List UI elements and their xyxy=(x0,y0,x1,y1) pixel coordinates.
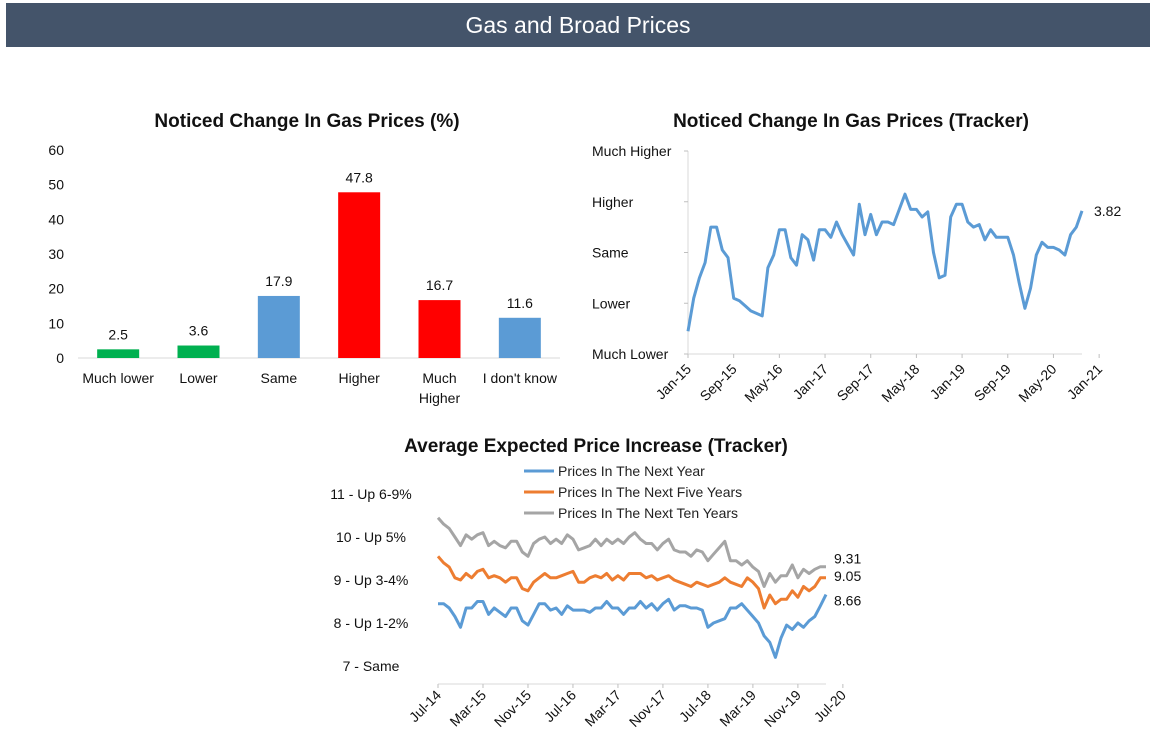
exp-y-tick-label: 9 - Up 3-4% xyxy=(334,572,409,588)
tracker-y-tick-label: Higher xyxy=(592,194,634,210)
bar-y-tick-label: 40 xyxy=(48,211,64,227)
legend-label: Prices In The Next Five Years xyxy=(558,484,742,500)
bar-y-tick-label: 60 xyxy=(48,142,64,158)
bar-y-tick-label: 0 xyxy=(56,350,64,366)
exp-y-tick-label: 8 - Up 1-2% xyxy=(334,615,409,631)
bar-category-label: Much Higher xyxy=(419,370,461,406)
exp-end-label: 9.05 xyxy=(834,568,861,584)
expectation-line-chart: Average Expected Price Increase (Tracker… xyxy=(330,436,861,730)
exp-series-line xyxy=(438,593,828,659)
bar-chart: Noticed Change In Gas Prices (%) 0 10 20 30… xyxy=(48,111,560,406)
bar-value-label: 17.9 xyxy=(265,273,292,289)
exp-y-tick-label: 7 - Same xyxy=(343,658,400,674)
bar-category-label: Lower xyxy=(179,370,217,386)
bar-value-label: 3.6 xyxy=(189,323,209,339)
tracker-x-tick-label: May-20 xyxy=(1015,361,1059,405)
tracker-y-tick-label: Much Lower xyxy=(592,346,669,362)
tracker-x-tick-label: Sep-17 xyxy=(834,361,877,404)
tracker-x-tick-label: May-16 xyxy=(741,361,785,405)
tracker-chart-title: Noticed Change In Gas Prices (Tracker) xyxy=(673,111,1029,132)
tracker-y-tick-label: Same xyxy=(592,245,629,261)
exp-x-tick-label: Mar-15 xyxy=(446,687,489,730)
bar-chart-title: Noticed Change In Gas Prices (%) xyxy=(154,111,459,132)
bar-value-label: 2.5 xyxy=(108,326,128,342)
bar-y-tick-label: 50 xyxy=(48,177,64,193)
bar-value-label: 16.7 xyxy=(426,277,453,293)
page-header: Gas and Broad Prices xyxy=(6,3,1150,47)
bar xyxy=(418,300,461,358)
tracker-x-tick-label: Jan-15 xyxy=(653,361,695,403)
tracker-x-tick-label: Jan-21 xyxy=(1064,361,1106,403)
exp-x-tick-label: Jul-14 xyxy=(406,687,444,725)
tracker-line-chart: Noticed Change In Gas Prices (Tracker) M… xyxy=(592,111,1121,405)
expectation-chart-title: Average Expected Price Increase (Tracker… xyxy=(404,436,788,457)
exp-x-tick-label: Jul-16 xyxy=(541,687,579,725)
exp-end-label: 9.31 xyxy=(834,551,861,567)
bar xyxy=(97,349,140,358)
exp-x-tick-label: Nov-19 xyxy=(761,687,804,730)
tracker-series-line xyxy=(686,192,1084,332)
bar-y-tick-label: 20 xyxy=(48,281,64,297)
tracker-x-tick-label: Sep-19 xyxy=(971,361,1014,404)
bar-y-tick-label: 30 xyxy=(48,246,64,262)
tracker-y-tick-label: Much Higher xyxy=(592,143,672,159)
tracker-x-tick-label: Sep-15 xyxy=(697,361,740,404)
bar-value-label: 11.6 xyxy=(507,295,533,311)
bar-y-tick-label: 10 xyxy=(48,315,64,331)
tracker-x-tick-label: Jan-17 xyxy=(790,361,832,403)
exp-end-label: 8.66 xyxy=(834,593,861,609)
exp-x-tick-label: Mar-19 xyxy=(716,687,759,730)
exp-y-tick-label: 11 - Up 6-9% xyxy=(330,486,411,502)
bar xyxy=(177,345,220,358)
exp-x-tick-label: Jul-18 xyxy=(676,687,714,725)
exp-series-line xyxy=(436,555,826,610)
exp-y-tick-label: 10 - Up 5% xyxy=(336,529,406,545)
tracker-x-tick-label: May-18 xyxy=(878,361,922,405)
legend-label: Prices In The Next Year xyxy=(558,463,705,479)
bar-category-label: Same xyxy=(261,370,298,386)
tracker-y-tick-label: Lower xyxy=(592,295,630,311)
tracker-end-label: 3.82 xyxy=(1094,203,1121,219)
legend-label: Prices In The Next Ten Years xyxy=(558,505,738,521)
bar-category-label: Much lower xyxy=(82,370,154,386)
exp-x-tick-label: Nov-17 xyxy=(626,687,669,730)
page-title: Gas and Broad Prices xyxy=(465,12,691,38)
bar-value-label: 47.8 xyxy=(346,169,373,185)
exp-x-tick-label: Mar-17 xyxy=(581,687,624,730)
exp-series-line xyxy=(436,516,826,588)
tracker-x-tick-label: Jan-19 xyxy=(927,361,969,403)
bar xyxy=(498,317,541,358)
bar-category-label: I don't know xyxy=(483,370,558,386)
bar xyxy=(338,192,381,358)
exp-x-tick-label: Nov-15 xyxy=(491,687,534,730)
exp-x-tick-label: Jul-20 xyxy=(811,687,849,725)
bar xyxy=(257,295,300,358)
bar-category-label: Higher xyxy=(339,370,381,386)
